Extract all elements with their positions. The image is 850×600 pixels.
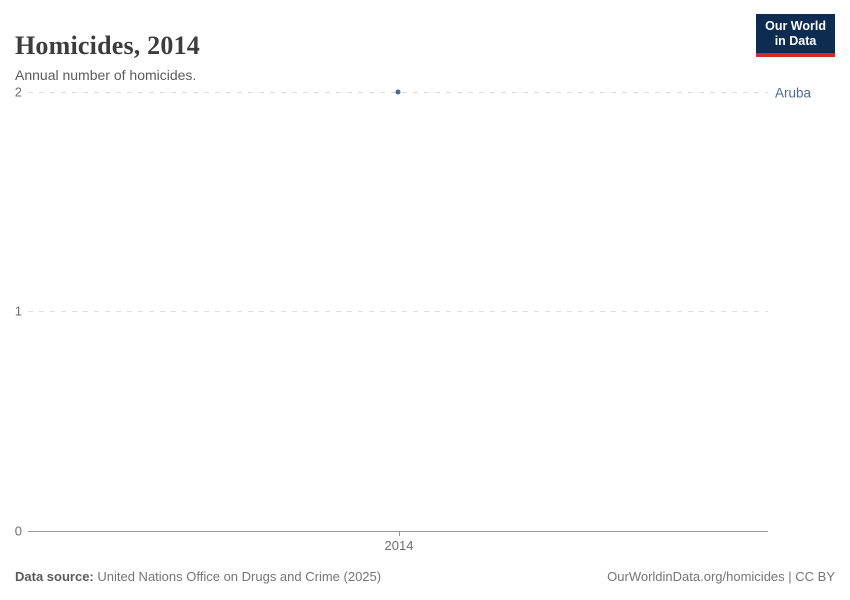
y-tick-label-1: 1 bbox=[14, 303, 22, 319]
data-source-note: Data source: United Nations Office on Dr… bbox=[15, 569, 381, 584]
owid-logo[interactable]: Our World in Data bbox=[756, 14, 835, 57]
entity-label-aruba[interactable]: Aruba bbox=[775, 85, 812, 101]
x-tick-label-2014: 2014 bbox=[384, 538, 414, 553]
y-tick-label-2: 2 bbox=[14, 84, 22, 100]
y-tick-label-0: 0 bbox=[14, 523, 22, 539]
chart-subtitle: Annual number of homicides. bbox=[15, 67, 197, 83]
x-axis-tick bbox=[399, 531, 400, 536]
owid-logo-line1: Our World bbox=[765, 19, 826, 33]
data-point-aruba[interactable] bbox=[395, 89, 401, 95]
data-source-label: Data source: bbox=[15, 569, 94, 584]
chart-footer: Data source: United Nations Office on Dr… bbox=[15, 569, 835, 584]
attribution-link[interactable]: OurWorldinData.org/homicides | CC BY bbox=[607, 569, 835, 584]
gridline-y1 bbox=[28, 311, 768, 312]
owid-logo-line2: in Data bbox=[774, 34, 817, 48]
data-source-text: United Nations Office on Drugs and Crime… bbox=[93, 569, 382, 584]
x-axis-line bbox=[28, 531, 768, 532]
page-title: Homicides, 2014 bbox=[15, 31, 200, 61]
